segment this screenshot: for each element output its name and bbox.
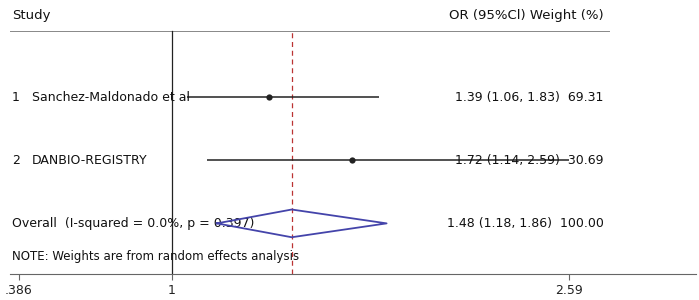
Text: Overall  (I-squared = 0.0%, p = 0.397): Overall (I-squared = 0.0%, p = 0.397) [12,217,254,230]
Text: 1.39 (1.06, 1.83)  69.31: 1.39 (1.06, 1.83) 69.31 [456,91,604,104]
Text: OR (95%Cl) Weight (%): OR (95%Cl) Weight (%) [449,9,604,22]
Text: NOTE: Weights are from random effects analysis: NOTE: Weights are from random effects an… [12,250,299,263]
Text: 1: 1 [12,91,20,104]
Text: Study: Study [12,9,50,22]
Text: Sanchez-Maldonado et al: Sanchez-Maldonado et al [32,91,190,104]
Text: 1.72 (1.14, 2.59)  30.69: 1.72 (1.14, 2.59) 30.69 [455,154,604,167]
Text: 1.48 (1.18, 1.86)  100.00: 1.48 (1.18, 1.86) 100.00 [447,217,604,230]
Text: 2: 2 [12,154,20,167]
Text: DANBIO-REGISTRY: DANBIO-REGISTRY [32,154,147,167]
